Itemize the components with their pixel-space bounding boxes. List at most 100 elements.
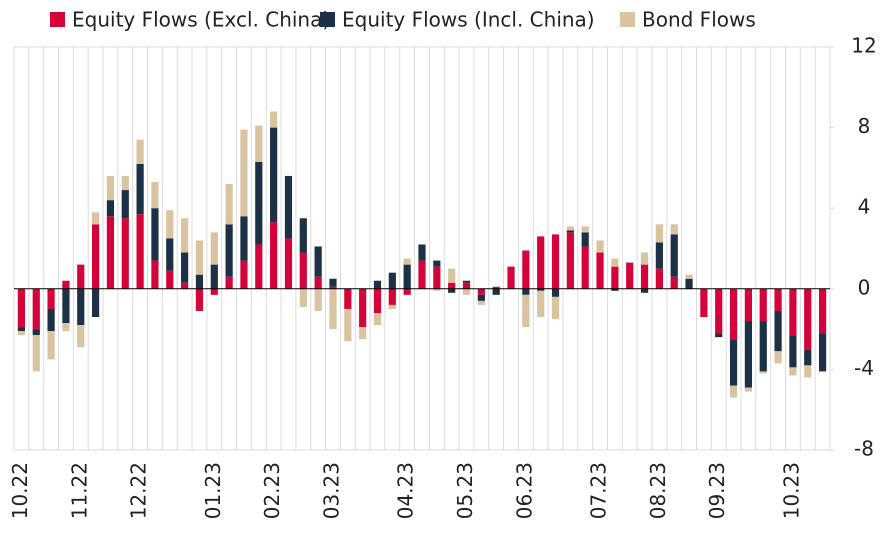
- bar-segment: [566, 230, 574, 233]
- bar-segment: [17, 288, 26, 328]
- x-tick-label: 09.23: [705, 462, 729, 519]
- bar-segment: [136, 163, 144, 215]
- bar-segment: [225, 224, 233, 277]
- x-tick-label: 08.23: [646, 462, 670, 519]
- bar-segment: [32, 329, 40, 336]
- x-tick-label: 03.23: [319, 462, 343, 519]
- bar-segment: [77, 264, 85, 289]
- bar-segment: [403, 264, 411, 289]
- bar-segment: [329, 288, 337, 330]
- bar-segment: [789, 335, 797, 368]
- bar-segment: [537, 288, 545, 291]
- bar-segment: [611, 266, 619, 289]
- bar-segment: [477, 288, 485, 295]
- bar-segment: [804, 365, 812, 378]
- bar-segment: [373, 312, 382, 326]
- bar-segment: [373, 280, 382, 289]
- bar-segment: [240, 216, 248, 261]
- bar-segment: [240, 129, 248, 217]
- bar-segment: [62, 280, 70, 289]
- bar-segment: [329, 286, 337, 289]
- bar-segment: [655, 242, 663, 269]
- bar-segment: [818, 333, 827, 372]
- bar-segment: [106, 175, 115, 201]
- bar-segment: [611, 288, 619, 291]
- bar-segment: [685, 278, 693, 289]
- bar-segment: [640, 252, 649, 265]
- bar-segment: [62, 288, 70, 324]
- y-tick-label: -4: [854, 356, 874, 380]
- bar-segment: [729, 339, 738, 386]
- bar-segment: [151, 208, 159, 261]
- bar-segment: [729, 385, 738, 398]
- x-tick-label: 07.23: [587, 462, 611, 519]
- bar-segment: [611, 258, 619, 267]
- bar-segment: [566, 232, 574, 289]
- bar-segment: [744, 387, 752, 392]
- bar-segment: [314, 276, 322, 289]
- bar-segment: [255, 125, 263, 162]
- bar-segment: [62, 323, 70, 332]
- bar-segment: [670, 224, 678, 235]
- bar-segment: [433, 260, 441, 267]
- bar-segment: [715, 333, 723, 338]
- bar-segment: [655, 224, 663, 243]
- bar-segment: [418, 244, 426, 261]
- legend-label: Equity Flows (Excl. China): [72, 8, 330, 32]
- bar-segment: [744, 288, 752, 322]
- bar-segment: [299, 252, 307, 289]
- bar-segment: [507, 266, 515, 289]
- bar-segment: [121, 190, 129, 219]
- bar-segment: [284, 238, 293, 289]
- bar-segment: [329, 278, 337, 287]
- bar-segment: [255, 244, 263, 289]
- y-tick-label: 4: [858, 195, 871, 219]
- bar-segment: [388, 304, 396, 309]
- bar-segment: [655, 268, 663, 289]
- bar-segment: [551, 296, 560, 320]
- bar-segment: [210, 232, 218, 265]
- bar-segment: [477, 294, 485, 301]
- bar-segment: [403, 288, 411, 295]
- bar-segment: [92, 288, 100, 318]
- bar-segment: [581, 246, 589, 289]
- bar-segment: [373, 288, 382, 313]
- bar-segment: [166, 270, 174, 289]
- bar-segment: [729, 288, 738, 340]
- bar-segment: [551, 234, 560, 289]
- bar-segment: [537, 236, 545, 289]
- bar-segment: [106, 216, 115, 289]
- bar-segment: [359, 327, 367, 340]
- bar-segment: [477, 300, 485, 305]
- bar-segment: [581, 226, 589, 233]
- bar-segment: [47, 308, 55, 332]
- bar-segment: [136, 214, 144, 289]
- bar-segment: [314, 288, 322, 311]
- x-tick-label: 01.23: [201, 462, 225, 519]
- x-tick-label: 10.23: [779, 462, 803, 519]
- bar-segment: [448, 288, 456, 293]
- bar-segment: [210, 264, 218, 289]
- bar-segment: [121, 218, 129, 289]
- x-tick-label: 05.23: [453, 462, 477, 519]
- bar-segment: [818, 288, 827, 334]
- bar-segment: [92, 224, 100, 289]
- bar-segment: [774, 351, 782, 364]
- bar-segment: [210, 288, 218, 295]
- y-tick-label: -8: [854, 437, 874, 461]
- bar-segment: [195, 288, 204, 311]
- bar-segment: [448, 268, 456, 283]
- bar-segment: [744, 321, 752, 388]
- bar-segment: [685, 274, 693, 279]
- x-tick-label: 04.23: [394, 462, 418, 519]
- y-tick-label: 12: [851, 34, 876, 58]
- bar-segment: [759, 288, 767, 322]
- bar-segment: [581, 232, 589, 247]
- bar-segment: [522, 294, 530, 328]
- bar-segment: [759, 371, 767, 374]
- bar-segment: [92, 212, 100, 225]
- bar-segment: [492, 288, 500, 295]
- bar-segment: [537, 290, 545, 318]
- bar-segment: [166, 210, 174, 239]
